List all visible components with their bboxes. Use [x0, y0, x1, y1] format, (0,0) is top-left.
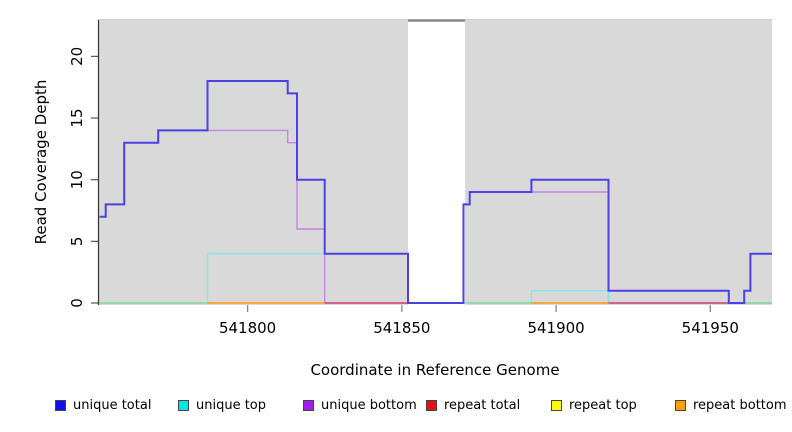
x-axis-title: Coordinate in Reference Genome — [310, 361, 559, 379]
y-tick-label: 5 — [68, 237, 86, 247]
x-tick-label: 541900 — [527, 319, 584, 337]
y-tick-label: 10 — [68, 170, 86, 189]
x-tick-label: 541800 — [219, 319, 276, 337]
x-tick-label: 541850 — [373, 319, 430, 337]
series-line-unique-total — [99, 80, 772, 304]
y-tick-label: 15 — [68, 108, 86, 127]
y-tick-label: 0 — [68, 298, 86, 308]
no-data-gap — [408, 19, 466, 305]
x-tick-label: 541950 — [682, 319, 739, 337]
y-tick-label: 20 — [68, 47, 86, 66]
y-axis-title: Read Coverage Depth — [32, 80, 50, 245]
